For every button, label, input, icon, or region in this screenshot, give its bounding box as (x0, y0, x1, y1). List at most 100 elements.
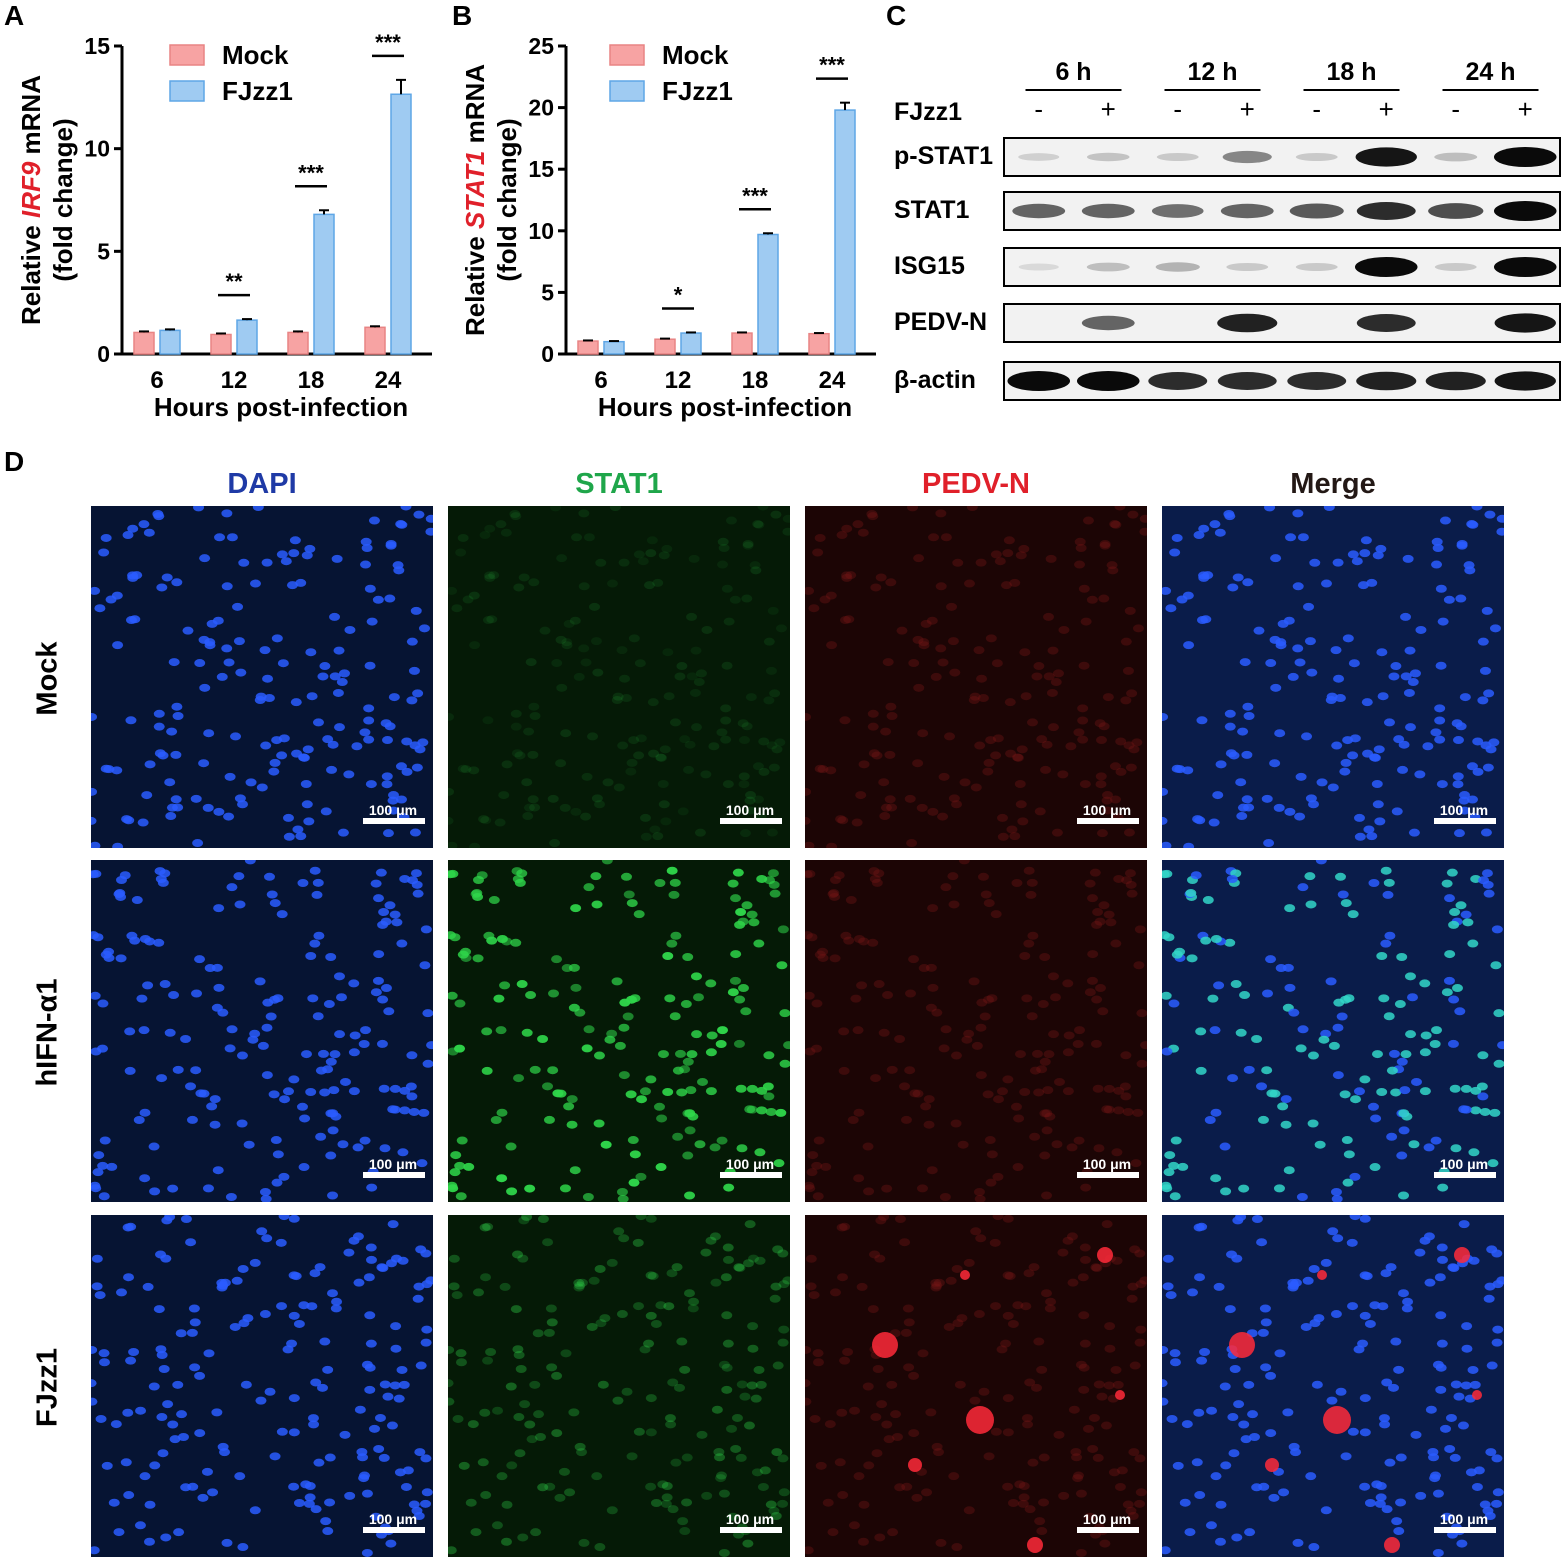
panel-label-b: B (452, 0, 473, 31)
treatment-sign: - (1312, 94, 1321, 124)
scale-bar (1434, 818, 1496, 824)
legend-swatch-mock (609, 44, 645, 66)
bar-mock (133, 331, 155, 355)
micrograph-hifn-1-dapi: 100 μm (91, 860, 433, 1202)
blot-band (1295, 152, 1338, 162)
y-axis-label-gene: IRF9 (16, 161, 46, 218)
bar-chart-irf9: 0 5 10 15 Relative IRF9 mRNA(fold change) 6 12… (16, 30, 432, 422)
scale-bar (1077, 1527, 1139, 1533)
blot-band (1428, 203, 1484, 219)
timepoint-label: 6 h (1055, 58, 1091, 86)
blot-band (1155, 262, 1200, 272)
blot-band (1018, 153, 1060, 161)
row-header: hIFN-α1 (31, 978, 64, 1087)
legend-swatch-fjzz1 (609, 80, 645, 102)
blot-band (1226, 262, 1269, 272)
significance-marker: *** (298, 160, 324, 185)
blot-band (1493, 201, 1557, 221)
blot-band (1434, 152, 1478, 162)
legend-swatch-mock (169, 44, 205, 66)
blot-band (1494, 371, 1556, 391)
blot-row-label: PEDV-N (894, 308, 987, 336)
bar-fjzz1 (834, 109, 856, 355)
column-header-pedv-n: PEDV-N (922, 468, 1030, 500)
scale-bar (720, 1527, 782, 1533)
y-axis-label-gene: STAT1 (460, 151, 490, 229)
x-tick-label: 12 (665, 367, 692, 394)
treatment-sign: - (1173, 94, 1182, 124)
y-tick-label: 10 (528, 218, 554, 244)
blot-band (1295, 262, 1338, 272)
panel-label-a: A (4, 0, 25, 31)
blot-svg: 6 h 12 h 18 h 24 h FJzz1 - + - + - + - + p-STAT1 STAT1… (894, 58, 1561, 401)
treatment-sign: + (1240, 94, 1255, 124)
x-tick-label: 6 (594, 367, 607, 394)
y-tick-label: 15 (84, 33, 110, 59)
blot-band (1086, 152, 1130, 162)
blot-band (1076, 371, 1140, 391)
panel-label-c: C (886, 0, 907, 31)
micrograph-mock-dapi: 100 μm (91, 506, 433, 848)
scale-bar-label: 100 μm (1439, 1511, 1489, 1527)
x-tick-label: 24 (819, 367, 846, 394)
y-axis-label-prefix: Relative (460, 229, 490, 336)
blot-band (1217, 313, 1278, 333)
scale-bar-label: 100 μm (1082, 1511, 1132, 1527)
treatment-sign: + (1518, 94, 1533, 124)
bar-fjzz1 (757, 233, 779, 355)
blot-band (1356, 314, 1416, 332)
bar-mock (364, 326, 386, 355)
scale-bar-label: 100 μm (1439, 1156, 1489, 1172)
y-axis-label-line2: (fold change) (492, 118, 522, 281)
scale-bar-label: 100 μm (725, 802, 775, 818)
bar-mock (210, 333, 232, 355)
bar-fjzz1 (236, 319, 258, 355)
significance-marker: * (674, 282, 683, 307)
blot-band (1086, 262, 1130, 272)
blot-band (1222, 150, 1272, 164)
x-axis-label: Hours post-infection (598, 392, 852, 422)
micrograph-mock-stat1: 100 μm (448, 506, 790, 848)
blot-band (1007, 371, 1071, 391)
blot-band (1289, 203, 1344, 219)
y-tick-label: 0 (541, 341, 554, 367)
scale-bar-label: 100 μm (1082, 802, 1132, 818)
micrograph-fjzz1-dapi: 100 μm (91, 1215, 433, 1557)
x-tick-label: 12 (221, 367, 248, 394)
scale-bar-label: 100 μm (368, 1156, 418, 1172)
timepoint-label: 24 h (1465, 58, 1515, 86)
blot-row-label: STAT1 (894, 196, 970, 224)
scale-bar (1077, 1172, 1139, 1178)
row-header: FJzz1 (31, 1348, 64, 1427)
blot-band (1355, 147, 1417, 167)
blot-band (1156, 152, 1199, 162)
bar-mock (808, 332, 830, 355)
bar-mock (577, 340, 599, 355)
treatment-sign: - (1034, 94, 1043, 124)
micrograph-fjzz1-pedv-n: 100 μm (805, 1215, 1147, 1557)
blot-band (1148, 372, 1208, 390)
y-tick-label: 5 (541, 279, 554, 305)
treatment-sign: - (1451, 94, 1460, 124)
scale-bar (363, 1172, 425, 1178)
bar-fjzz1 (603, 340, 625, 355)
scale-bar (363, 1527, 425, 1533)
legend-label: FJzz1 (222, 76, 293, 106)
x-axis-label: Hours post-infection (154, 392, 408, 422)
column-header-merge: Merge (1290, 468, 1376, 500)
column-header-stat1: STAT1 (575, 468, 663, 500)
row-header: Mock (31, 641, 64, 716)
y-tick-label: 25 (528, 33, 554, 59)
significance-marker: *** (375, 30, 401, 55)
significance-marker: *** (819, 53, 845, 78)
significance-marker: ** (225, 269, 243, 294)
micrograph-fjzz1-merge: 100 μm (1162, 1215, 1504, 1557)
legend-label: Mock (662, 40, 729, 70)
blot-row-label: ISG15 (894, 252, 965, 280)
scale-bar-label: 100 μm (368, 1511, 418, 1527)
y-tick-label: 5 (97, 238, 110, 264)
scale-bar-label: 100 μm (725, 1511, 775, 1527)
x-tick-label: 18 (298, 367, 325, 394)
timepoint-label: 18 h (1326, 58, 1376, 86)
scale-bar-label: 100 μm (725, 1156, 775, 1172)
